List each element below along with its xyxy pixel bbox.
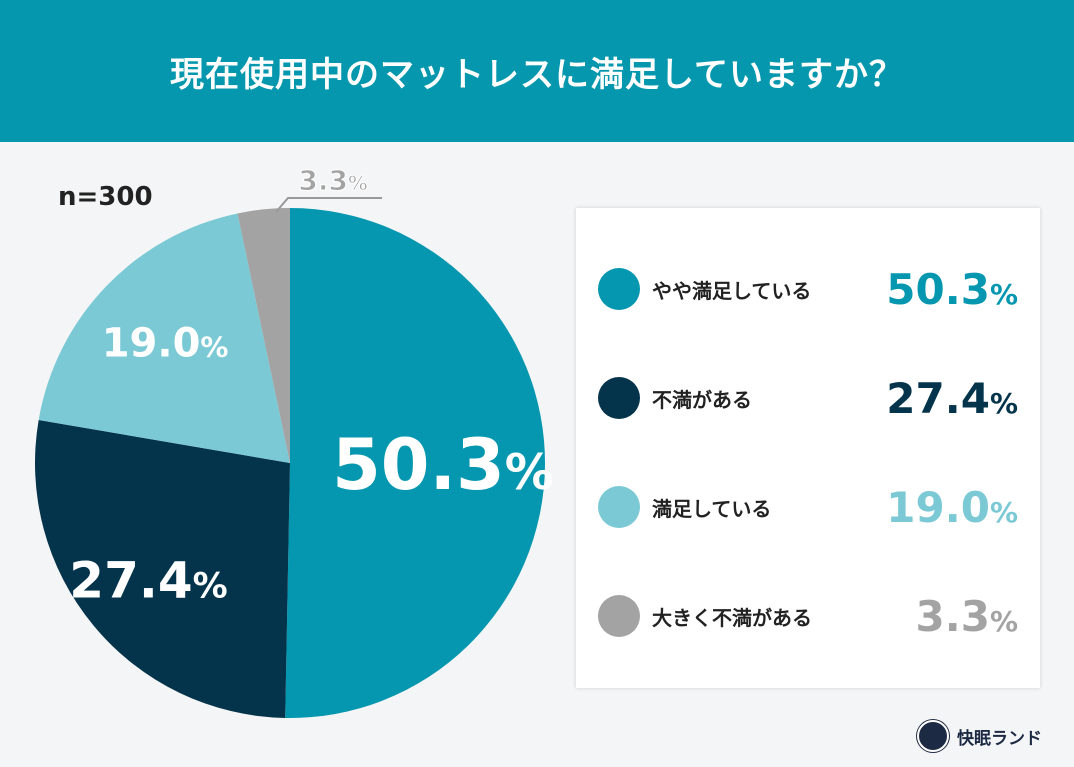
pie-slice	[35, 419, 291, 718]
legend-swatch	[598, 268, 640, 310]
pie-slice	[38, 213, 290, 463]
legend: やや満足している 50.3% 不満がある 27.4% 満足している 19.0% …	[576, 208, 1040, 688]
legend-label: 不満がある	[652, 387, 752, 412]
legend-value: 19.0%	[886, 482, 1018, 532]
legend-item: やや満足している 50.3%	[598, 264, 1018, 314]
legend-swatch	[598, 486, 640, 528]
brand-name: 快眠ランド	[957, 728, 1042, 749]
pie-slice	[285, 208, 545, 718]
legend-label: 満足している	[652, 496, 772, 521]
sample-size: n=300	[58, 182, 153, 212]
legend-swatch	[598, 595, 640, 637]
leader-line	[275, 197, 382, 213]
legend-item: 満足している 19.0%	[598, 482, 1018, 532]
chart-title: 現在使用中のマットレスに満足していますか？	[0, 0, 1074, 142]
legend-label: 大きく不満がある	[652, 605, 812, 630]
legend-item: 不満がある 27.4%	[598, 373, 1018, 423]
pie-slice	[237, 208, 290, 463]
legend-swatch	[598, 377, 640, 419]
legend-item: 大きく不満がある 3.3%	[598, 591, 1018, 641]
legend-value: 27.4%	[886, 373, 1018, 423]
pie-chart: 50.3%27.4%19.0%3.3%	[35, 164, 554, 718]
legend-value: 50.3%	[886, 264, 1018, 314]
legend-value: 3.3%	[915, 591, 1018, 641]
brand-logo-icon	[917, 720, 949, 752]
legend-label: やや満足している	[652, 278, 812, 303]
slice-label: 3.3%	[298, 164, 368, 197]
brand-logo: 快眠ランド	[917, 720, 1042, 752]
slice-label: 27.4%	[69, 552, 227, 610]
